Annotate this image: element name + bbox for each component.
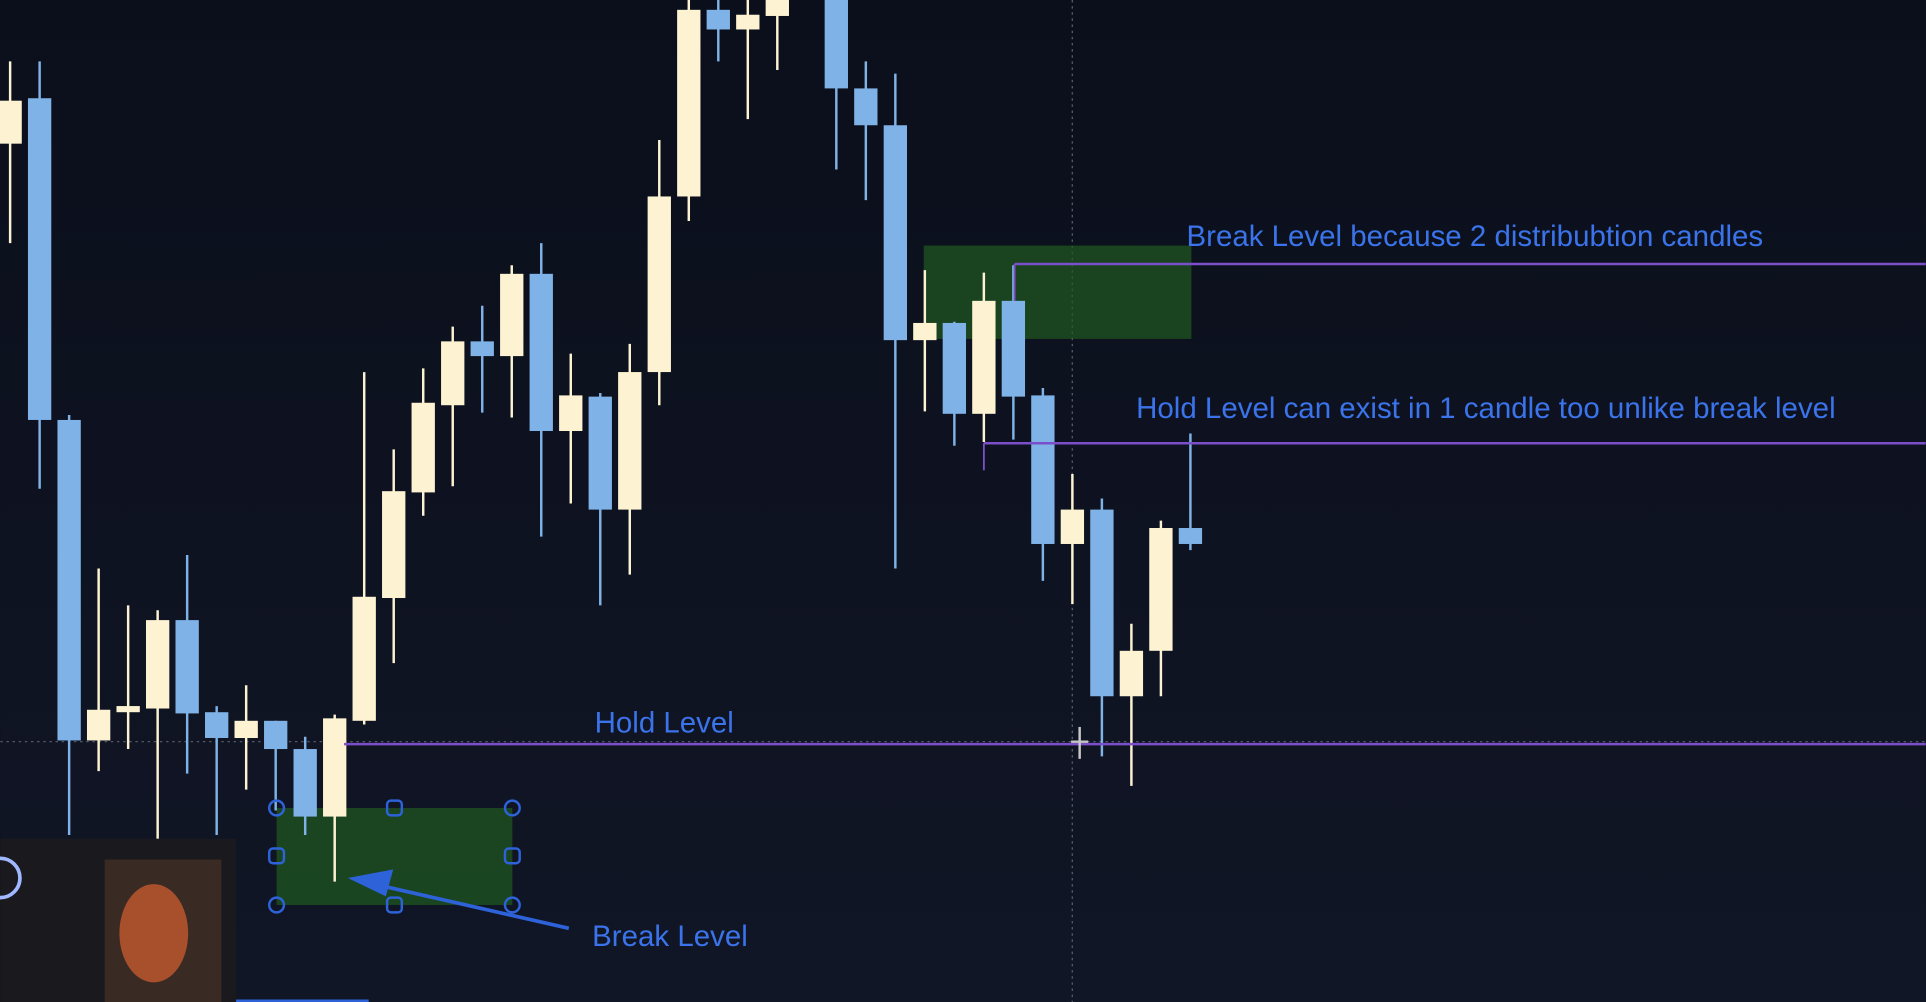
levels: Break Level because 2 distribubtion cand…	[344, 220, 1926, 953]
candle-body	[0, 100, 22, 144]
arrow-shaft	[368, 881, 570, 931]
arrow	[347, 869, 570, 931]
handle[interactable]	[503, 896, 521, 914]
candle-body	[323, 718, 347, 817]
candle-body	[913, 322, 937, 341]
candle-body	[1149, 528, 1173, 651]
webcam	[0, 838, 237, 1002]
handle[interactable]	[503, 799, 521, 817]
candle-body	[382, 491, 406, 599]
candle-body	[1178, 528, 1203, 544]
candle-body	[411, 402, 435, 493]
handle[interactable]	[385, 896, 404, 914]
candle-body	[529, 273, 553, 432]
candle-body	[736, 14, 760, 30]
handle[interactable]	[385, 799, 404, 817]
candle-body	[205, 712, 229, 738]
candle-body	[972, 300, 996, 414]
candle-body	[441, 341, 465, 406]
candle-body	[618, 372, 642, 510]
candle-body	[293, 749, 317, 817]
handle[interactable]	[267, 896, 286, 914]
candle-body	[1060, 509, 1085, 544]
candle-body	[765, 0, 789, 16]
candle-body	[352, 596, 376, 721]
candle-body	[942, 322, 967, 414]
candle-body	[27, 98, 52, 420]
candle-body	[264, 720, 288, 750]
annotation-label: Hold Level	[595, 706, 734, 739]
candle-body	[706, 9, 730, 30]
annotation-label: Break Level because 2 distribubtion cand…	[1186, 220, 1763, 253]
arrow-head	[347, 869, 394, 897]
candle-body	[559, 395, 583, 432]
candle-body	[854, 88, 878, 126]
candle-body	[588, 396, 612, 510]
webcam-person	[119, 884, 189, 983]
candle-body	[175, 620, 199, 714]
candle-body	[1119, 650, 1144, 697]
candle-body	[145, 620, 170, 709]
candles	[0, 0, 1203, 882]
annotation-label: Hold Level can exist in 1 candle too unl…	[1136, 392, 1835, 425]
annotation-label: Break Level	[592, 920, 748, 953]
candle-body	[677, 9, 701, 197]
candle-body	[116, 706, 140, 713]
candle-body	[500, 273, 524, 357]
selection-handles[interactable]	[267, 799, 521, 914]
zone-box	[923, 245, 1192, 339]
candle-body	[86, 709, 111, 741]
handle[interactable]	[267, 847, 286, 865]
candle-body	[1090, 509, 1114, 697]
candle-body	[57, 419, 81, 741]
handle[interactable]	[267, 799, 286, 817]
candle-body	[647, 196, 671, 373]
candle-body	[883, 125, 908, 341]
candle-body	[1001, 300, 1026, 397]
candle-body	[1031, 395, 1055, 544]
candle-body	[824, 0, 848, 89]
webcam-logo	[0, 856, 22, 900]
handle[interactable]	[503, 847, 521, 865]
candle-body	[470, 341, 494, 357]
candle-body	[234, 720, 258, 738]
